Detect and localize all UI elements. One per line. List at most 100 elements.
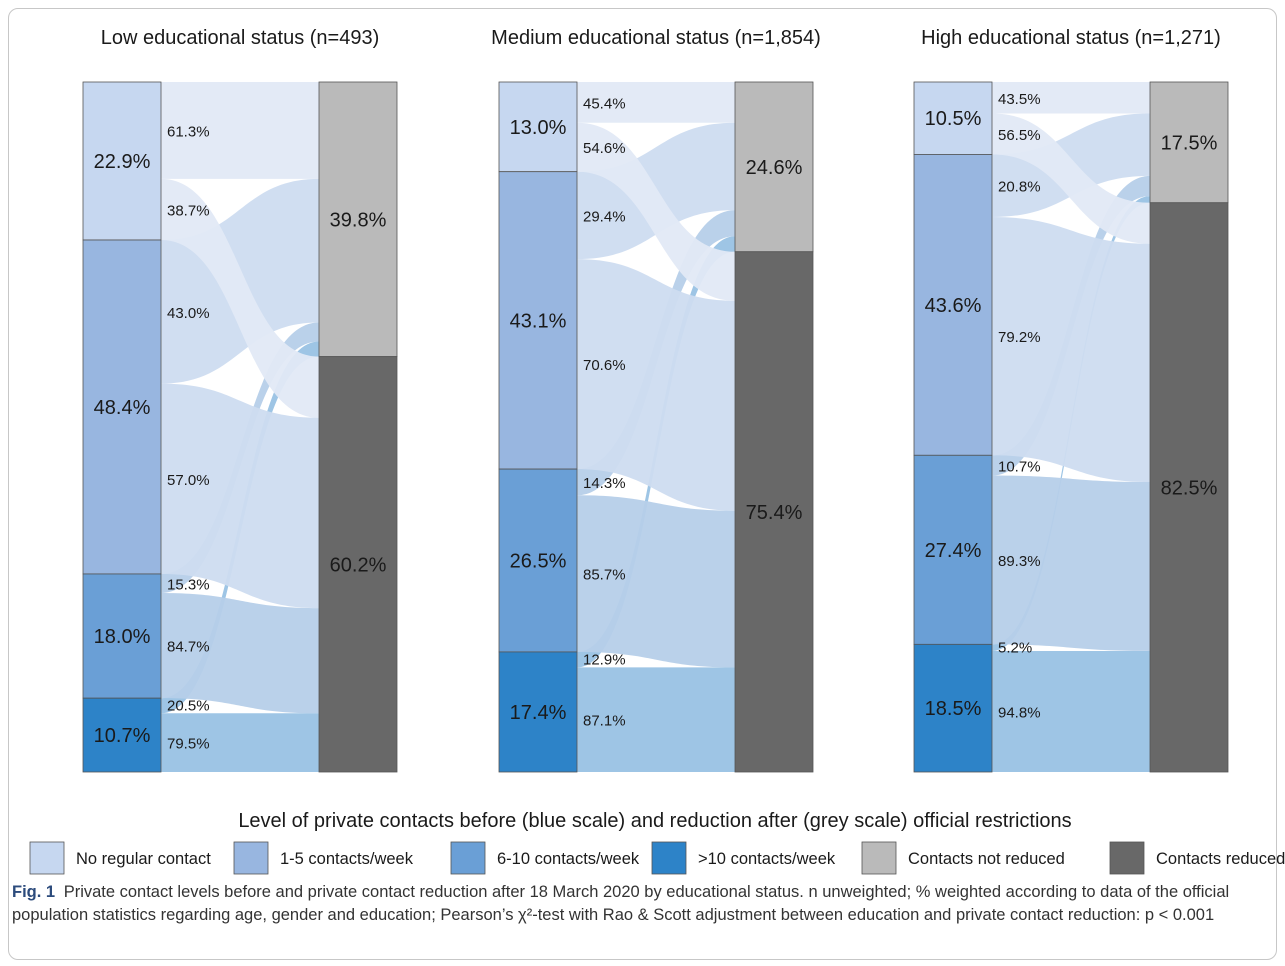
- panel-medium: Medium educational status (n=1,854) 13.0%…: [491, 27, 821, 773]
- node-percent-label: 18.5%: [925, 698, 982, 720]
- legend-label: No regular contact: [76, 850, 211, 868]
- split-label-reduced: 54.6%: [583, 140, 626, 157]
- flow-no-regular-contact-not-reduced: [161, 82, 319, 179]
- node-percent-label: 48.4%: [94, 397, 151, 419]
- node-percent-label: 26.5%: [510, 551, 567, 573]
- split-label-reduced: 56.5%: [998, 127, 1041, 144]
- flow-no-regular-contact-reduced: [992, 113, 1150, 244]
- node-percent-label: 10.5%: [925, 108, 982, 130]
- node-no-regular-contact: [82, 81, 162, 241]
- flows: [161, 82, 319, 772]
- split-label-reduced: 89.3%: [998, 553, 1041, 570]
- node-percent-label: 10.7%: [94, 725, 151, 747]
- flows: [992, 82, 1150, 772]
- panel-title: Low educational status (n=493): [101, 27, 380, 49]
- node-contacts-reduced: [318, 356, 398, 773]
- node-contacts-not-reduced: [1149, 81, 1229, 204]
- node-percent-label: 82.5%: [1161, 477, 1218, 499]
- node-6-10-contacts-week: [913, 454, 993, 645]
- split-label-not-reduced: 29.4%: [583, 208, 626, 225]
- legend-item-10-contacts-week: >10 contacts/week: [651, 841, 836, 875]
- legend-label: 1-5 contacts/week: [280, 850, 414, 868]
- legend-swatch: [1109, 841, 1145, 875]
- caption-fig-label: Fig. 1: [12, 883, 56, 901]
- flow-no-regular-contact-not-reduced: [577, 82, 735, 123]
- legend-label: 6-10 contacts/week: [497, 850, 640, 868]
- node-percent-label: 17.5%: [1161, 132, 1218, 154]
- node-no-regular-contact: [498, 81, 578, 173]
- caption-text: Private contact levels before and privat…: [12, 883, 1230, 924]
- flow-10-contacts-week-reduced: [161, 713, 319, 772]
- split-label-not-reduced: 14.3%: [583, 475, 626, 492]
- figure-caption: Fig. 1 Private contact levels before and…: [12, 881, 1274, 927]
- split-label-not-reduced: 20.8%: [998, 179, 1041, 196]
- legend-title: Level of private contacts before (blue s…: [238, 810, 1071, 832]
- split-label-reduced: 84.7%: [167, 639, 210, 656]
- split-label-reduced: 85.7%: [583, 567, 626, 584]
- legend-swatch: [450, 841, 486, 875]
- flow-1-5-contacts-week-reduced: [161, 383, 319, 609]
- split-labels: 43.5% 56.5% 20.8% 79.2% 10.7% 89.3% 5.2% 94.8%: [998, 91, 1041, 722]
- split-label-not-reduced: 5.2%: [998, 640, 1032, 657]
- split-label-not-reduced: 61.3%: [167, 123, 210, 140]
- flow-10-contacts-week-reduced: [577, 667, 735, 772]
- node-percent-label: 13.0%: [510, 117, 567, 139]
- node-percent-label: 24.6%: [746, 157, 803, 179]
- panel-title: Medium educational status (n=1,854): [491, 27, 821, 49]
- node-contacts-reduced: [734, 251, 814, 773]
- split-label-not-reduced: 20.5%: [167, 698, 210, 715]
- node-percent-label: 27.4%: [925, 540, 982, 562]
- flow-no-regular-contact-reduced: [161, 178, 319, 418]
- node-6-10-contacts-week: [82, 573, 162, 699]
- split-label-not-reduced: 43.5%: [998, 91, 1041, 108]
- legend-swatch: [651, 841, 687, 875]
- flow-no-regular-contact-reduced: [577, 122, 735, 301]
- node-contacts-not-reduced: [734, 81, 814, 253]
- split-labels: 61.3% 38.7% 43.0% 57.0% 15.3% 84.7% 20.5% 79.5%: [167, 123, 210, 752]
- node-percent-label: 22.9%: [94, 151, 151, 173]
- node-10-contacts-week: [82, 697, 162, 773]
- split-label-reduced: 79.5%: [167, 736, 210, 753]
- split-label-not-reduced: 45.4%: [583, 95, 626, 112]
- split-label-reduced: 94.8%: [998, 704, 1041, 721]
- node-percent-label: 60.2%: [330, 554, 387, 576]
- node-contacts-reduced: [1149, 202, 1229, 773]
- split-labels: 45.4% 54.6% 29.4% 70.6% 14.3% 85.7% 12.9% 87.1%: [583, 95, 626, 729]
- sankey-figure: Low educational status (n=493) 22.9% 48.4%…: [29, 27, 1285, 875]
- split-label-reduced: 70.6%: [583, 357, 626, 374]
- legend: No regular contact 1-5 contacts/week 6-10 …: [29, 841, 1285, 875]
- split-label-reduced: 87.1%: [583, 713, 626, 730]
- split-label-not-reduced: 12.9%: [583, 652, 626, 669]
- node-10-contacts-week: [913, 643, 993, 773]
- legend-item-contacts-reduced: Contacts reduced: [1109, 841, 1285, 875]
- flows: [577, 82, 735, 772]
- legend-swatch: [29, 841, 65, 875]
- legend-item-6-10-contacts-week: 6-10 contacts/week: [450, 841, 640, 875]
- node-percent-label: 75.4%: [746, 502, 803, 524]
- split-label-reduced: 79.2%: [998, 329, 1041, 346]
- split-label-not-reduced: 43.0%: [167, 305, 210, 322]
- panel-high: High educational status (n=1,271) 10.5% 43…: [913, 27, 1229, 773]
- split-label-reduced: 57.0%: [167, 472, 210, 489]
- node-1-5-contacts-week: [82, 239, 162, 575]
- legend-swatch: [861, 841, 897, 875]
- flow-6-10-contacts-week-reduced: [992, 475, 1150, 651]
- flow-6-10-contacts-week-reduced: [161, 592, 319, 714]
- panel-low: Low educational status (n=493) 22.9% 48.4%…: [82, 27, 398, 773]
- node-10-contacts-week: [498, 651, 578, 773]
- node-percent-label: 18.0%: [94, 626, 151, 648]
- legend-label: Contacts not reduced: [908, 850, 1065, 868]
- node-percent-label: 17.4%: [510, 702, 567, 724]
- panel-title: High educational status (n=1,271): [921, 27, 1221, 49]
- node-percent-label: 43.6%: [925, 295, 982, 317]
- node-percent-label: 39.8%: [330, 209, 387, 231]
- legend-swatch: [233, 841, 269, 875]
- flow-1-5-contacts-week-reduced: [577, 259, 735, 511]
- legend-item-no-regular-contact: No regular contact: [29, 841, 211, 875]
- flow-6-10-contacts-week-reduced: [577, 495, 735, 668]
- legend-item-contacts-not-reduced: Contacts not reduced: [861, 841, 1065, 875]
- legend-item-1-5-contacts-week: 1-5 contacts/week: [233, 841, 414, 875]
- node-1-5-contacts-week: [913, 154, 993, 456]
- node-percent-label: 43.1%: [510, 310, 567, 332]
- node-1-5-contacts-week: [498, 171, 578, 470]
